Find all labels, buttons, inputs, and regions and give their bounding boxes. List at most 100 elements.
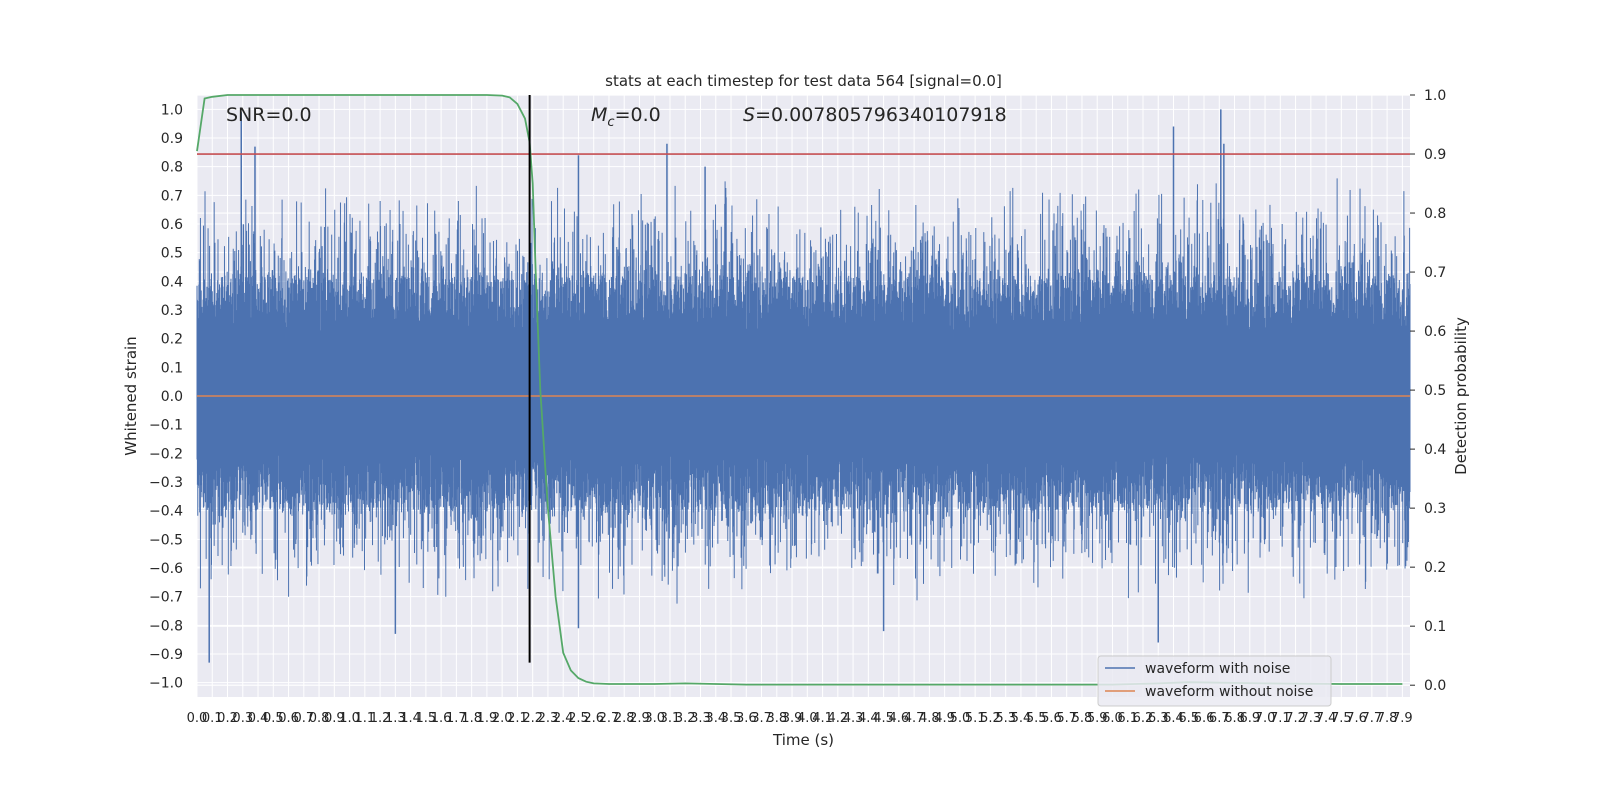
x-tick-label: 7.8: [1377, 711, 1398, 726]
x-tick-label: 6.5: [1178, 711, 1199, 726]
mc-annotation: Mc=0.0: [591, 104, 661, 130]
x-axis-label: Time (s): [772, 731, 834, 749]
y2-tick-label: 1.0: [1424, 88, 1446, 104]
legend: waveform with noise waveform without noi…: [1097, 655, 1332, 707]
x-tick-label: 7.4: [1316, 711, 1337, 726]
series-waveform-with-noise: [196, 109, 1411, 663]
x-tick-label: 4.3: [843, 711, 864, 726]
x-tick-label: 6.6: [1194, 711, 1215, 726]
x-tick-label: 0.6: [278, 711, 299, 726]
x-tick-label: 1.6: [431, 711, 452, 726]
y2-tick-label: 0.5: [1424, 383, 1446, 399]
y-tick-label: 0.3: [161, 303, 183, 319]
x-tick-label: 7.5: [1331, 711, 1352, 726]
y2-tick-label: 0.1: [1424, 619, 1446, 635]
s-value: =0.007805796340107918: [755, 104, 1007, 126]
x-tick-label: 1.1: [354, 711, 375, 726]
x-tick-label: 4.4: [858, 711, 879, 726]
x-tick-label: 5.4: [1011, 711, 1032, 726]
x-tick-label: 1.3: [385, 711, 406, 726]
x-tick-label: 2.8: [614, 711, 635, 726]
x-tick-label: 5.9: [1087, 711, 1108, 726]
y-tick-label: −0.3: [149, 475, 183, 491]
x-tick-label: 3.8: [766, 711, 787, 726]
x-tick-label: 7.2: [1285, 711, 1306, 726]
y-tick-label: −0.4: [149, 504, 183, 520]
x-tick-label: 2.3: [538, 711, 559, 726]
noise-waveform-path: [196, 178, 1411, 604]
x-tick-label: 2.0: [492, 711, 513, 726]
y-tick-label: 0.7: [161, 188, 183, 204]
x-tick-label: 5.5: [1026, 711, 1047, 726]
x-tick-label: 2.5: [568, 711, 589, 726]
x-tick-label: 2.7: [599, 711, 620, 726]
y-tick-label: −0.6: [149, 561, 183, 577]
y2-tick-label: 0.4: [1424, 442, 1446, 458]
x-tick-label: 0.5: [263, 711, 284, 726]
y-tick-label: 0.4: [161, 274, 183, 290]
y-tick-label: −0.2: [149, 446, 183, 462]
x-tick-label: 2.2: [522, 711, 543, 726]
y2-tick-label: 0.7: [1424, 265, 1446, 281]
x-tick-label: 6.9: [1239, 711, 1260, 726]
x-tick-label: 1.7: [446, 711, 467, 726]
y-tick-label: −0.8: [149, 618, 183, 634]
x-tick-label: 1.5: [416, 711, 437, 726]
y-tick-label: 0.1: [161, 360, 183, 376]
mc-value: =0.0: [615, 104, 661, 126]
y-tick-label: −0.9: [149, 647, 183, 663]
x-tick-label: 3.7: [751, 711, 772, 726]
x-tick-label: 6.0: [1102, 711, 1123, 726]
mc-subscript: c: [607, 115, 614, 130]
x-tick-label: 3.2: [675, 711, 696, 726]
x-tick-label: 6.8: [1224, 711, 1245, 726]
x-tick-label: 6.4: [1163, 711, 1184, 726]
y-tick-label: −0.7: [149, 590, 183, 606]
x-tick-label: 7.7: [1362, 711, 1383, 726]
x-tick-label: 7.6: [1346, 711, 1367, 726]
x-tick-label: 1.2: [370, 711, 391, 726]
legend-label-waveform-with-noise: waveform with noise: [1145, 661, 1290, 677]
detection-probability-line: [196, 94, 1403, 686]
y-axis-ticks: 1.0 0.9 0.8 0.7 0.6 0.5 0.4 0.3 0.2 0.1 0.0 −0.1 −0.…: [149, 102, 183, 691]
legend-box: [1097, 655, 1332, 707]
x-tick-label: 2.9: [629, 711, 650, 726]
s-annotation: S=0.007805796340107918: [743, 104, 1007, 126]
x-axis-ticks: 0.00.10.20.30.40.50.60.70.80.91.01.11.21…: [187, 711, 1413, 726]
y2-tick-label: 0.6: [1424, 324, 1446, 340]
x-tick-label: 2.6: [583, 711, 604, 726]
x-tick-label: 3.9: [782, 711, 803, 726]
x-tick-label: 4.2: [827, 711, 848, 726]
x-tick-label: 6.7: [1209, 711, 1230, 726]
x-tick-label: 6.3: [1148, 711, 1169, 726]
x-tick-label: 0.8: [309, 711, 330, 726]
y-tick-label: 0.5: [161, 246, 183, 262]
x-tick-label: 5.3: [995, 711, 1016, 726]
y2-tick-label: 0.3: [1424, 501, 1446, 517]
x-tick-label: 7.1: [1270, 711, 1291, 726]
x-tick-label: 7.9: [1392, 711, 1413, 726]
y2-tick-label: 0.8: [1424, 206, 1446, 222]
x-tick-label: 0.9: [324, 711, 345, 726]
x-tick-label: 3.5: [721, 711, 742, 726]
x-tick-label: 0.1: [202, 711, 223, 726]
x-tick-label: 1.9: [477, 711, 498, 726]
x-tick-label: 3.1: [660, 711, 681, 726]
x-tick-label: 0.7: [293, 711, 314, 726]
x-tick-label: 5.1: [965, 711, 986, 726]
y-tick-label: 0.2: [161, 332, 183, 348]
y2-axis-label: Detection probability: [1452, 317, 1470, 475]
y-tick-label: 0.9: [161, 131, 183, 147]
chart-title: stats at each timestep for test data 564…: [605, 72, 1002, 90]
mc-symbol: M: [591, 104, 607, 126]
x-tick-label: 1.0: [339, 711, 360, 726]
x-tick-label: 2.4: [553, 711, 574, 726]
x-tick-label: 5.2: [980, 711, 1001, 726]
y-tick-label: 1.0: [161, 102, 183, 118]
x-tick-label: 4.5: [873, 711, 894, 726]
legend-label-waveform-without-noise: waveform without noise: [1145, 684, 1313, 700]
y-tick-label: −1.0: [149, 676, 183, 692]
y2-tick-label: 0.0: [1424, 678, 1446, 694]
x-tick-label: 4.8: [919, 711, 940, 726]
